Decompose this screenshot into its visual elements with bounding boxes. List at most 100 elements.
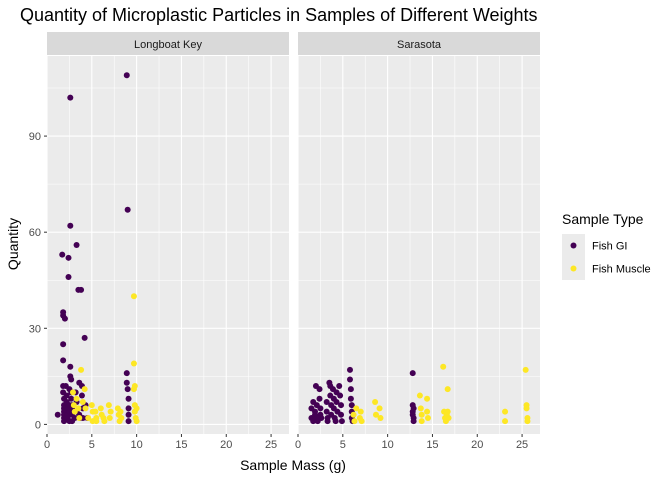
x-tick-label: 20 <box>471 439 483 451</box>
point-fish-gi <box>65 254 72 261</box>
point-fish-gi <box>123 72 130 79</box>
point-fish-gi <box>317 405 324 412</box>
point-fish-gi <box>60 341 67 348</box>
legend-label: Fish Muscle <box>592 264 651 276</box>
point-fish-muscle <box>350 411 357 418</box>
point-fish-muscle <box>524 418 531 425</box>
point-fish-muscle <box>351 418 358 425</box>
point-fish-gi <box>346 376 353 383</box>
strip-label: Longboat Key <box>134 39 202 51</box>
point-fish-gi <box>338 418 345 425</box>
x-tick-label: 20 <box>220 439 232 451</box>
point-fish-gi <box>347 395 354 402</box>
point-fish-muscle <box>133 405 140 412</box>
point-fish-gi <box>323 398 330 405</box>
panel-background <box>298 56 540 434</box>
point-fish-muscle <box>133 418 140 425</box>
point-fish-muscle <box>444 386 451 393</box>
point-fish-muscle <box>101 418 108 425</box>
point-fish-gi <box>81 334 88 341</box>
point-fish-gi <box>347 386 354 393</box>
point-fish-muscle <box>522 366 529 373</box>
point-fish-muscle <box>92 408 99 415</box>
x-tick-label: 25 <box>516 439 528 451</box>
point-fish-gi <box>410 405 417 412</box>
point-fish-gi <box>346 366 353 373</box>
point-fish-muscle <box>69 389 76 396</box>
point-fish-gi <box>316 386 323 393</box>
point-fish-muscle <box>82 405 89 412</box>
point-fish-muscle <box>93 418 100 425</box>
x-tick-label: 0 <box>295 439 301 451</box>
point-fish-muscle <box>417 405 424 412</box>
point-fish-muscle <box>440 363 447 370</box>
point-fish-muscle <box>118 414 125 421</box>
legend-title: Sample Type <box>562 211 644 227</box>
point-fish-muscle <box>424 395 431 402</box>
point-fish-muscle <box>358 418 365 425</box>
y-tick-label: 0 <box>35 419 41 431</box>
point-fish-muscle <box>88 402 95 409</box>
point-fish-muscle <box>372 398 379 405</box>
point-fish-gi <box>316 395 323 402</box>
point-fish-muscle <box>357 408 364 415</box>
legend-label: Fish GI <box>592 241 627 253</box>
point-fish-muscle <box>502 418 509 425</box>
point-fish-gi <box>59 251 66 258</box>
point-fish-gi <box>333 398 340 405</box>
point-fish-gi <box>67 94 74 101</box>
point-fish-muscle <box>75 405 82 412</box>
point-fish-muscle <box>444 408 451 415</box>
point-fish-gi <box>124 206 131 213</box>
point-fish-gi <box>410 418 417 425</box>
point-fish-muscle <box>131 382 138 389</box>
point-fish-gi <box>61 315 68 322</box>
point-fish-gi <box>348 402 355 409</box>
strip-label: Sarasota <box>397 39 442 51</box>
x-tick-label: 10 <box>382 439 394 451</box>
chart-title: Quantity of Microplastic Particles in Sa… <box>20 5 538 25</box>
y-tick-label: 90 <box>29 131 41 143</box>
strip-longboat-key <box>47 32 289 55</box>
point-fish-muscle <box>85 414 92 421</box>
point-fish-gi <box>409 370 416 377</box>
point-fish-muscle <box>377 414 384 421</box>
point-fish-gi <box>124 386 131 393</box>
point-fish-muscle <box>424 408 431 415</box>
point-fish-gi <box>324 418 331 425</box>
point-fish-gi <box>125 411 132 418</box>
point-fish-gi <box>68 395 75 402</box>
point-fish-gi <box>123 370 130 377</box>
point-fish-gi <box>125 418 132 425</box>
point-fish-muscle <box>445 414 452 421</box>
point-fish-gi <box>63 392 70 399</box>
point-fish-muscle <box>81 386 88 393</box>
point-fish-gi <box>78 286 85 293</box>
point-fish-gi <box>125 405 132 412</box>
point-fish-muscle <box>78 366 85 373</box>
point-fish-muscle <box>79 398 86 405</box>
point-fish-gi <box>323 408 330 415</box>
point-fish-gi <box>67 363 74 370</box>
point-fish-muscle <box>105 402 112 409</box>
y-tick-label: 30 <box>29 323 41 335</box>
point-fish-muscle <box>376 405 383 412</box>
panel-longboat-key: Longboat Key 0 5 10 15 20 25 <box>44 32 289 451</box>
point-fish-muscle <box>424 414 431 421</box>
legend-key-fish-muscle <box>570 265 577 272</box>
point-fish-gi <box>332 418 339 425</box>
point-fish-gi <box>73 242 80 248</box>
y-axis: 0 30 60 90 <box>29 131 47 431</box>
legend-key-fish-gi <box>570 242 577 249</box>
point-fish-muscle <box>416 392 423 399</box>
panel-background <box>47 56 289 434</box>
point-fish-gi <box>60 357 67 364</box>
point-fish-gi <box>125 395 132 402</box>
legend: Sample Type Fish GI Fish Muscle <box>562 211 651 280</box>
point-fish-gi <box>338 411 345 418</box>
point-fish-muscle <box>418 418 425 425</box>
x-tick-label: 25 <box>265 439 277 451</box>
point-fish-gi <box>71 414 78 421</box>
point-fish-muscle <box>523 405 530 412</box>
point-fish-muscle <box>353 405 360 412</box>
